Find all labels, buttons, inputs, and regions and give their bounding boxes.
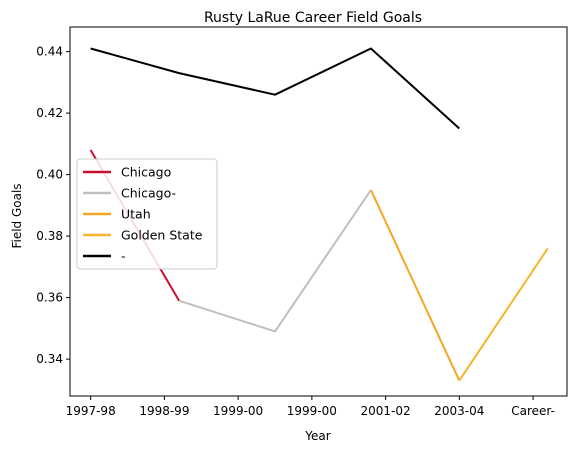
legend-label: Chicago-	[121, 186, 176, 201]
y-tick-label: 0.44	[36, 45, 63, 59]
x-axis-label: Year	[304, 429, 330, 443]
y-tick-label: 0.34	[36, 352, 63, 366]
series-line	[91, 49, 460, 129]
legend-label: -	[121, 249, 126, 264]
legend: Chicago Chicago- Utah Golden State -	[77, 159, 217, 269]
x-tick-label: Career-	[511, 404, 555, 418]
series-line	[459, 248, 548, 380]
y-axis-label: Field Goals	[10, 183, 24, 248]
legend-label: Golden State	[121, 228, 203, 243]
chart-title: Rusty LaRue Career Field Goals	[204, 10, 422, 26]
y-tick-label: 0.36	[36, 291, 63, 305]
x-tick-label: 1997-98	[66, 404, 116, 418]
legend-label: Chicago	[121, 165, 171, 180]
y-tick-label: 0.42	[36, 106, 63, 120]
y-tick-label: 0.38	[36, 229, 63, 243]
x-tick-label: 2003-04	[434, 404, 484, 418]
legend-label: Utah	[121, 207, 151, 222]
y-axis: 0.34 0.36 0.38 0.40 0.42 0.44	[36, 45, 70, 367]
x-tick-label: 1998-99	[139, 404, 189, 418]
x-axis: 1997-98 1998-99 1999-00 1999-00 2001-02 2003-…	[66, 396, 555, 418]
y-tick-label: 0.40	[36, 168, 63, 182]
x-tick-label: 1999-00	[287, 404, 337, 418]
x-tick-label: 1999-00	[213, 404, 263, 418]
series-line	[371, 190, 459, 381]
x-tick-label: 2001-02	[361, 404, 411, 418]
